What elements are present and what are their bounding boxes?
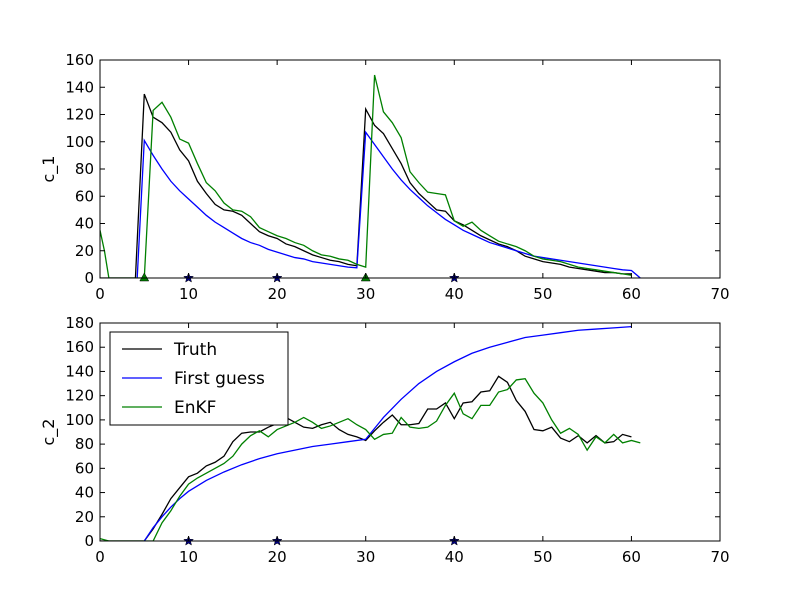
x-tick-label: 70 bbox=[710, 548, 729, 566]
series-line-first-guess bbox=[143, 325, 632, 541]
x-tick-label: 20 bbox=[268, 285, 287, 303]
y-tick-label: 20 bbox=[75, 508, 94, 526]
y-tick-label: 80 bbox=[75, 435, 94, 453]
legend-label: EnKF bbox=[174, 398, 216, 418]
y-tick-label: 100 bbox=[65, 411, 94, 429]
series-layer bbox=[100, 74, 641, 278]
y-tick-label: 0 bbox=[84, 269, 94, 287]
chart-c2: 0 10 20 30 40 50 60 70 0 20 40 60 80 100 120 140 160 180 c… bbox=[39, 314, 730, 566]
y-tick-label: 20 bbox=[75, 242, 94, 260]
y-tick-label: 60 bbox=[75, 459, 94, 477]
y-tick-label: 160 bbox=[65, 338, 94, 356]
x-tick-label: 60 bbox=[622, 548, 641, 566]
y-tick-label: 140 bbox=[65, 362, 94, 380]
x-tick-label: 30 bbox=[356, 285, 375, 303]
x-tick-label: 50 bbox=[533, 548, 552, 566]
y-tick-label: 40 bbox=[75, 215, 94, 233]
legend-label: First guess bbox=[174, 369, 265, 389]
plot-frame bbox=[99, 322, 721, 542]
x-tick-label: 30 bbox=[356, 548, 375, 566]
y-tick-label: 120 bbox=[65, 106, 94, 124]
x-tick-label: 70 bbox=[710, 285, 729, 303]
series-layer bbox=[100, 325, 641, 541]
triangle-marker bbox=[139, 272, 150, 282]
y-tick-label: 100 bbox=[65, 133, 94, 151]
y-tick-label: 120 bbox=[65, 387, 94, 405]
series-line-first-guess bbox=[136, 130, 641, 278]
x-tick-label: 0 bbox=[95, 548, 105, 566]
y-tick-label: 40 bbox=[75, 484, 94, 502]
x-tick-label: 0 bbox=[95, 285, 105, 303]
x-tick-label: 40 bbox=[445, 548, 464, 566]
legend-label: Truth bbox=[173, 340, 217, 360]
x-tick-label: 20 bbox=[268, 548, 287, 566]
legend: Truth First guess EnKF bbox=[109, 331, 289, 426]
series-line-truth bbox=[100, 375, 632, 541]
x-tick-label: 60 bbox=[622, 285, 641, 303]
x-tick-label: 40 bbox=[445, 285, 464, 303]
y-axis-label: c_1 bbox=[39, 156, 59, 183]
y-tick-label: 60 bbox=[75, 187, 94, 205]
series-line-truth bbox=[100, 93, 632, 278]
y-axis-label: c_2 bbox=[39, 419, 59, 446]
x-tick-label: 10 bbox=[179, 285, 198, 303]
series-line-enkf bbox=[100, 378, 641, 541]
y-tick-label: 0 bbox=[84, 532, 94, 550]
y-tick-label: 80 bbox=[75, 160, 94, 178]
x-tick-label: 10 bbox=[179, 548, 198, 566]
y-tick-label: 180 bbox=[65, 314, 94, 332]
series-line-enkf bbox=[100, 74, 632, 278]
y-tick-label: 140 bbox=[65, 78, 94, 96]
x-tick-label: 50 bbox=[533, 285, 552, 303]
chart-c1: 0 10 20 30 40 50 60 70 0 20 40 60 80 100 120 140 160 c_1 bbox=[39, 51, 730, 303]
y-tick-label: 160 bbox=[65, 51, 94, 69]
